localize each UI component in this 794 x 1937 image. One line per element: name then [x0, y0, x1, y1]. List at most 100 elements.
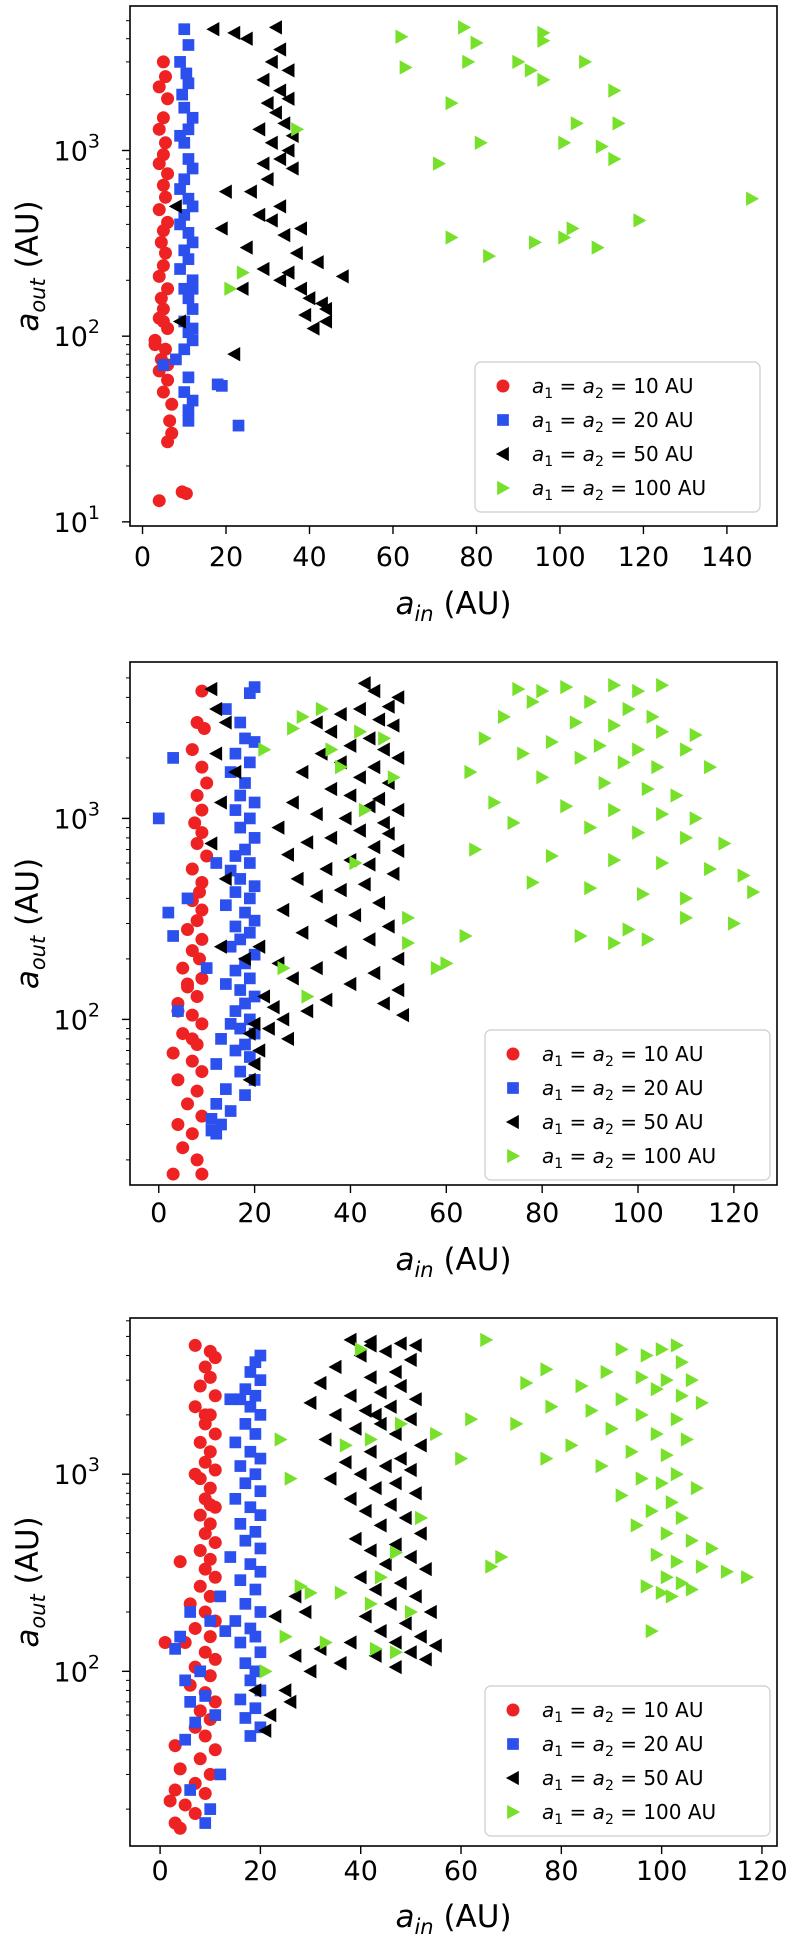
data-point — [353, 1467, 367, 1482]
data-point — [210, 1098, 223, 1110]
data-point — [229, 1044, 242, 1057]
x-tick-label: 40 — [333, 1198, 367, 1229]
data-point — [373, 1385, 387, 1400]
data-point — [203, 1445, 217, 1459]
data-point — [224, 940, 237, 953]
data-point — [213, 795, 227, 810]
data-point — [641, 932, 655, 947]
data-point — [179, 1733, 192, 1746]
data-point — [391, 843, 405, 858]
data-point — [656, 806, 670, 822]
data-point — [391, 982, 405, 998]
data-point — [517, 746, 531, 761]
data-point — [239, 1383, 252, 1396]
data-point — [229, 964, 242, 977]
legend-subscript: 1 — [554, 1122, 563, 1138]
data-point — [655, 1342, 669, 1357]
data-point — [585, 1403, 599, 1418]
x-tick-label: 0 — [151, 1856, 168, 1887]
data-point — [273, 83, 287, 98]
data-point — [394, 1416, 408, 1432]
data-point — [200, 849, 214, 863]
data-point — [704, 759, 718, 775]
data-point — [675, 1355, 689, 1370]
data-point — [190, 789, 204, 803]
data-point — [632, 742, 646, 757]
legend-marker — [505, 1770, 519, 1786]
legend-marker — [497, 414, 509, 426]
data-point — [354, 1342, 368, 1357]
data-point — [469, 842, 483, 857]
data-point — [383, 1399, 397, 1414]
data-point — [263, 1707, 277, 1723]
legend-symbol: a — [593, 1110, 605, 1134]
data-point — [362, 932, 376, 947]
data-point — [368, 1407, 382, 1423]
data-point — [632, 683, 646, 699]
legend-symbol: a — [542, 1144, 554, 1168]
legend-box — [484, 1029, 771, 1181]
data-point — [595, 1458, 609, 1474]
data-point — [236, 265, 250, 280]
data-point — [258, 1723, 272, 1738]
series-1 — [148, 55, 193, 508]
data-point — [195, 684, 209, 698]
data-point — [276, 1012, 290, 1027]
data-point — [391, 951, 405, 967]
data-point — [398, 1510, 412, 1526]
data-point — [264, 135, 278, 150]
data-point — [283, 1694, 297, 1710]
data-point — [224, 281, 238, 296]
data-point — [574, 928, 588, 944]
data-point — [198, 1455, 212, 1469]
data-point — [680, 891, 694, 906]
legend-box — [474, 361, 761, 513]
data-point — [264, 213, 278, 228]
data-point — [254, 1646, 267, 1659]
data-point — [239, 1657, 252, 1670]
data-point — [558, 135, 572, 150]
data-point — [268, 20, 282, 35]
data-point — [650, 1382, 664, 1397]
data-point — [293, 281, 307, 296]
data-point — [224, 1018, 237, 1030]
data-point — [656, 724, 670, 739]
data-point — [281, 847, 295, 862]
data-point — [239, 732, 251, 745]
legend-marker — [497, 480, 511, 496]
data-point — [229, 1436, 242, 1449]
data-point — [670, 1338, 684, 1353]
x-tick-label: 20 — [209, 542, 243, 573]
data-point — [176, 1027, 190, 1041]
data-point — [229, 920, 242, 933]
legend-marker — [506, 1703, 520, 1717]
x-tick-label: 80 — [544, 1856, 578, 1887]
data-point — [252, 207, 266, 223]
data-point — [156, 111, 170, 125]
data-point — [373, 1623, 387, 1639]
data-point — [186, 322, 199, 335]
data-point — [319, 1635, 333, 1650]
data-point — [670, 1412, 684, 1427]
data-point — [204, 836, 218, 851]
data-point — [313, 1375, 327, 1391]
data-point — [352, 770, 366, 785]
data-point — [301, 989, 315, 1004]
data-point — [545, 734, 559, 750]
data-point — [248, 832, 261, 844]
data-point — [378, 1344, 392, 1359]
legend-subscript: 2 — [595, 454, 604, 470]
data-point — [190, 837, 204, 851]
data-point — [358, 802, 372, 818]
data-point — [210, 1058, 223, 1070]
data-point — [300, 1003, 314, 1019]
data-point — [239, 1712, 252, 1724]
data-point — [248, 681, 261, 693]
data-point — [179, 487, 193, 501]
data-point — [741, 1570, 755, 1585]
data-point — [243, 892, 256, 905]
data-point — [208, 1695, 222, 1709]
legend-marker — [507, 1738, 519, 1750]
